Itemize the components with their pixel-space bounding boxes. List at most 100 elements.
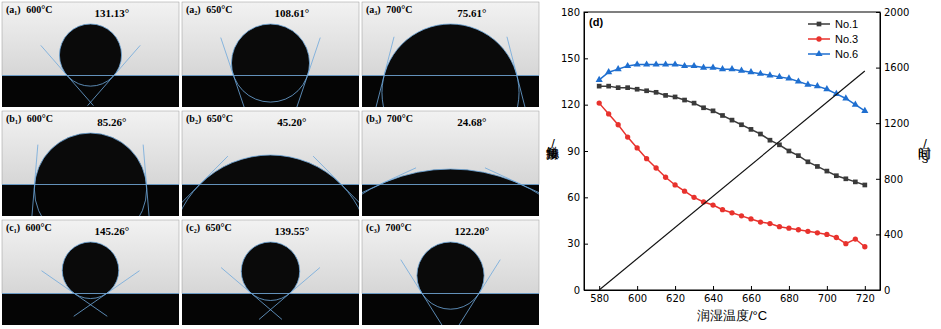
marker xyxy=(739,213,744,218)
fit-lines xyxy=(2,242,179,316)
angle-label: 24.68° xyxy=(457,116,486,128)
tick: 640 xyxy=(704,286,723,304)
marker xyxy=(757,70,764,76)
marker xyxy=(787,149,792,154)
tick-mark xyxy=(789,286,790,290)
marker xyxy=(806,159,811,164)
figure: (a₁) 600°C131.13°(a₂) 650°C108.61°(a₃) 7… xyxy=(0,0,941,329)
tick: 600 xyxy=(628,286,647,304)
panel-id: (c₃) xyxy=(366,222,380,234)
panel-temp: 700°C xyxy=(386,4,412,15)
tick: 0 xyxy=(574,285,588,296)
tick: 720 xyxy=(856,286,875,304)
legend-marker xyxy=(816,36,821,41)
tick-label: 0 xyxy=(574,285,580,296)
fit-lines xyxy=(182,155,359,216)
tick-mark xyxy=(584,151,588,152)
baseline xyxy=(2,184,179,185)
marker xyxy=(597,100,602,105)
marker xyxy=(681,62,688,68)
marker xyxy=(748,216,753,221)
fit-lines xyxy=(362,168,539,216)
marker xyxy=(766,71,773,77)
marker xyxy=(825,169,830,174)
tangent-line xyxy=(401,260,444,325)
tick-mark xyxy=(584,244,588,245)
tangent-line xyxy=(458,260,501,325)
marker xyxy=(815,230,820,235)
marker xyxy=(728,65,735,71)
substrate xyxy=(182,185,359,217)
tangent-line xyxy=(182,156,228,213)
tick: 800 xyxy=(876,174,903,185)
panel-temp: 650°C xyxy=(207,113,233,124)
droplet xyxy=(417,242,484,293)
substrate xyxy=(362,76,539,108)
panel-id: (a₃) xyxy=(366,4,381,16)
marker xyxy=(644,88,649,93)
tangent-line xyxy=(221,268,282,320)
panel-id: (b₁) xyxy=(6,113,21,125)
fit-circle xyxy=(362,169,539,216)
droplet xyxy=(241,242,299,294)
tangent-line xyxy=(313,156,359,213)
marker xyxy=(643,60,650,66)
marker xyxy=(653,165,658,170)
x-axis-title: 润湿温度/°C xyxy=(697,308,767,323)
fit-circle xyxy=(382,24,519,107)
marker xyxy=(625,85,630,90)
tangent-line xyxy=(507,37,527,107)
tick: 1200 xyxy=(876,118,909,129)
marker xyxy=(615,65,622,71)
tick-mark xyxy=(827,286,828,290)
tick: 90 xyxy=(567,146,588,157)
chart: 5806006206406606807007200306090120150180… xyxy=(546,7,933,323)
panel-temp: 600°C xyxy=(26,222,52,233)
panel-label: (c₁) 600°C xyxy=(6,222,52,234)
spacer xyxy=(21,4,24,15)
baseline xyxy=(2,293,179,294)
panel-label: (b₃) 700°C xyxy=(366,113,413,125)
droplet xyxy=(59,24,121,76)
marker xyxy=(673,95,678,100)
tick: 700 xyxy=(818,286,837,304)
marker xyxy=(644,156,649,161)
series-markers xyxy=(597,100,868,249)
marker xyxy=(654,90,659,95)
photo-panel: (a₂) 650°C108.61° xyxy=(182,2,359,113)
panel-temp: 700°C xyxy=(386,222,412,233)
fit-circle xyxy=(34,133,146,216)
marker xyxy=(691,195,696,200)
spacer xyxy=(200,222,203,233)
panel-id: (a₁) xyxy=(6,4,21,16)
marker xyxy=(767,221,772,226)
droplet xyxy=(231,24,309,76)
marker xyxy=(729,210,734,215)
tick-label: 120 xyxy=(561,99,580,110)
angle-label: 75.61° xyxy=(457,7,486,19)
marker xyxy=(785,74,792,80)
tick: 400 xyxy=(876,229,903,240)
marker xyxy=(682,98,687,103)
marker xyxy=(823,85,830,91)
marker xyxy=(709,63,716,69)
marker xyxy=(653,60,660,66)
marker xyxy=(672,60,679,66)
marker xyxy=(758,219,763,224)
fit-lines xyxy=(182,24,359,107)
substrate xyxy=(2,185,179,217)
tick: 60 xyxy=(567,192,588,203)
marker xyxy=(625,134,630,139)
tick-label: 30 xyxy=(567,238,580,249)
tick: 2000 xyxy=(876,7,909,18)
tangent-line xyxy=(41,45,94,105)
marker xyxy=(634,60,641,66)
tick: 30 xyxy=(567,238,588,249)
marker xyxy=(635,87,640,92)
spacer xyxy=(201,4,204,15)
legend-label: No.3 xyxy=(835,33,858,45)
tick-mark xyxy=(876,12,880,13)
tick-mark xyxy=(584,58,588,59)
fit-circle xyxy=(231,24,309,102)
photo-panel: (c₃) 700°C122.20° xyxy=(362,220,539,327)
